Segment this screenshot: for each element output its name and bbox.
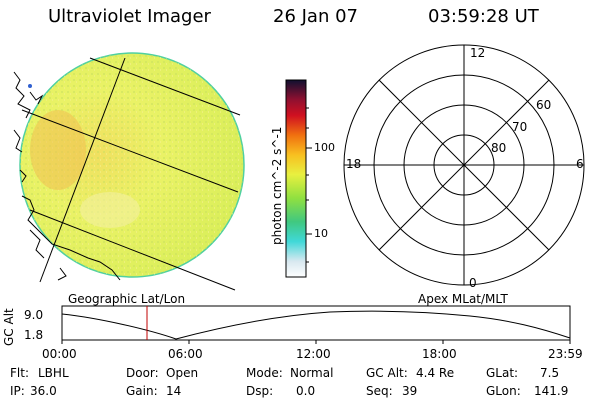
status-dsp-label: Dsp: [246,384,274,398]
status-glon-value: 141.9 [534,384,569,398]
status-seq-value: 39 [402,384,418,398]
status-door-value: Open [166,366,199,380]
status-ip-label: IP: [10,384,25,398]
status-gcalt-value: 4.4 Re [416,366,455,380]
left-panel-caption: Geographic Lat/Lon [68,292,186,306]
image-date: 26 Jan 07 [273,6,358,27]
mlat-label-60: 60 [536,98,552,112]
gc-altitude-curve [61,310,571,340]
mlt-label-18: 18 [346,157,362,171]
gc-xtick-0000: 00:00 [42,347,77,361]
colorbar-tick-10: 10 [314,227,328,240]
status-seq-label: Seq: [366,384,393,398]
coastlines [13,71,121,281]
gc-xtick-1200: 12:00 [296,347,331,361]
status-gcalt-label: GC Alt: [366,366,408,380]
coast-marker [28,84,32,88]
status-gain-label: Gain: [126,384,158,398]
status-glat-label: GLat: [486,366,519,380]
mlt-label-6: 6 [576,157,584,171]
gc-xtick-0600: 06:00 [168,347,203,361]
gc-plot-ylabel: GC Alt [2,308,16,346]
earth-disk [19,52,245,278]
mlt-label-0: 0 [469,276,477,290]
status-flt-label: Flt: [10,366,29,380]
status-mode-value: Normal [290,366,334,380]
right-panel-caption: Apex MLat/MLT [418,292,508,306]
gc-ytick-1.8: 1.8 [24,328,44,342]
status-glon-label: GLon: [486,384,521,398]
gc-xtick-1800: 18:00 [422,347,457,361]
mlat-label-70: 70 [512,120,528,134]
status-door-label: Door: [126,366,159,380]
instrument-title: Ultraviolet Imager [48,6,211,27]
mlt-label-12: 12 [470,46,486,60]
mlat-label-80: 80 [491,141,507,155]
colorbar-tick-100: 100 [314,141,335,154]
gc-xtick-2359: 23:59 [548,347,583,361]
status-flt-value: LBHL [38,366,69,380]
status-glat-value: 7.5 [540,366,560,380]
status-dsp-value: 0.0 [296,384,316,398]
gc-ytick-9: 9.0 [24,308,44,322]
image-time: 03:59:28 UT [428,6,539,27]
status-ip-value: 36.0 [30,384,57,398]
status-gain-value: 14 [166,384,182,398]
status-mode-label: Mode: [246,366,283,380]
gc-plot-frame [61,305,571,341]
